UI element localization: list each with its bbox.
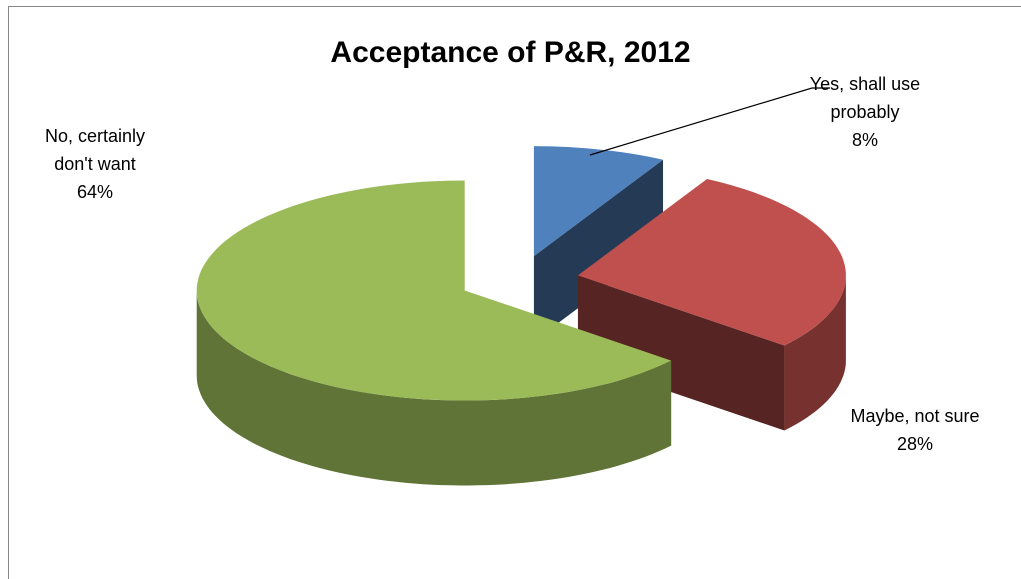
slice-side [196,290,672,486]
label-text: No, certainly don't want [44,126,146,174]
leader-line [589,87,830,156]
chart-border [8,6,1021,579]
data-label: No, certainly don't want 64% [30,122,160,206]
slice-side [784,275,846,431]
chart-title: Acceptance of P&R, 2012 [330,36,691,69]
label-text: 28% [896,434,934,454]
slice [577,179,846,346]
data-label: Yes, shall use probably 8% [790,70,940,154]
slice [533,146,663,257]
pie [196,146,846,486]
slice-wall [577,275,785,431]
label-text: Yes, shall use probably [809,74,921,122]
slice [196,180,672,401]
label-text: 8% [851,130,878,150]
data-label: Maybe, not sure 28% [820,402,1010,458]
label-text: Maybe, not sure [850,406,980,426]
label-text: 64% [76,182,114,202]
slice-wall [533,159,664,342]
